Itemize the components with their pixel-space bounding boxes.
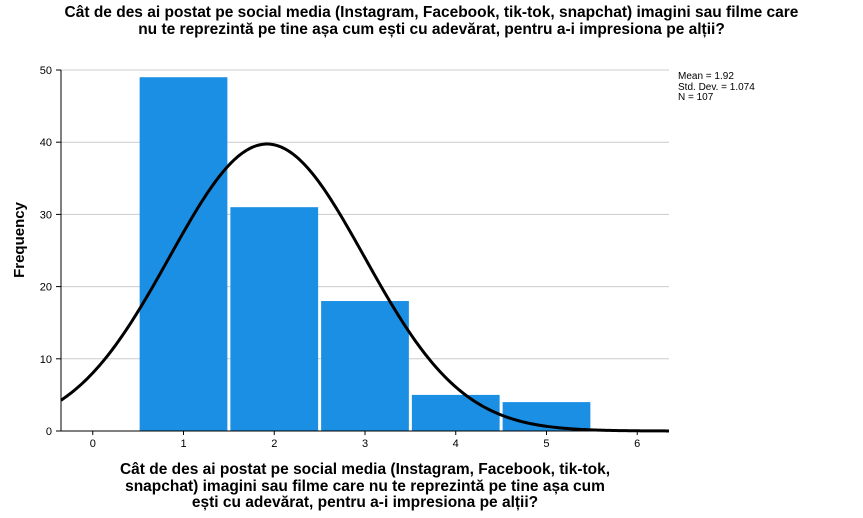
- y-tick-label-0: 0: [46, 426, 52, 438]
- x-tick-label-2: 2: [271, 438, 277, 450]
- y-tick-label-20: 20: [40, 282, 52, 294]
- stats-legend: Mean = 1.92 Std. Dev. = 1.074 N = 107: [678, 71, 755, 104]
- x-tick-label-1: 1: [180, 438, 186, 450]
- xlabel-line-3: ești cu adevărat, pentru a-i impresiona …: [191, 494, 539, 511]
- xlabel-line-1: Cât de des ai postat pe social media (In…: [119, 461, 611, 478]
- chart-title: Cât de des ai postat pe social media (In…: [0, 4, 863, 38]
- x-axis-label: Cât de des ai postat pe social media (In…: [0, 461, 730, 512]
- bar-3: [321, 301, 409, 431]
- normal-curve: [60, 142, 669, 433]
- x-tick-label-3: 3: [362, 438, 368, 450]
- y-tick-label-50: 50: [40, 65, 52, 77]
- axes: 0 10 20 30 40 50 0 1 2 3 4 5 6: [40, 65, 669, 450]
- y-tick-label-30: 30: [40, 209, 52, 221]
- stat-mean: Mean = 1.92: [678, 71, 734, 82]
- title-line-1: Cât de des ai postat pe social media (In…: [64, 4, 799, 21]
- stat-std-dev: Std. Dev. = 1.074: [678, 81, 755, 93]
- bar-1: [139, 77, 228, 431]
- xlabel-line-2: snapchat) imagini sau filme care nu te r…: [125, 477, 605, 495]
- stat-n: N = 107: [678, 92, 714, 103]
- bar-2: [230, 207, 319, 431]
- x-tick-label-4: 4: [453, 438, 459, 450]
- x-tick-label-0: 0: [90, 438, 96, 450]
- bars: [139, 77, 591, 431]
- x-tick-label-6: 6: [634, 438, 640, 450]
- normal-curve-layer: [60, 142, 669, 433]
- bar-4: [411, 394, 500, 431]
- y-axis-label: Frequency: [11, 201, 28, 278]
- y-tick-label-10: 10: [40, 354, 52, 366]
- x-tick-label-5: 5: [543, 438, 549, 450]
- title-line-2: nu te reprezintă pe tine așa cum ești cu…: [138, 21, 725, 38]
- y-tick-label-40: 40: [40, 137, 52, 149]
